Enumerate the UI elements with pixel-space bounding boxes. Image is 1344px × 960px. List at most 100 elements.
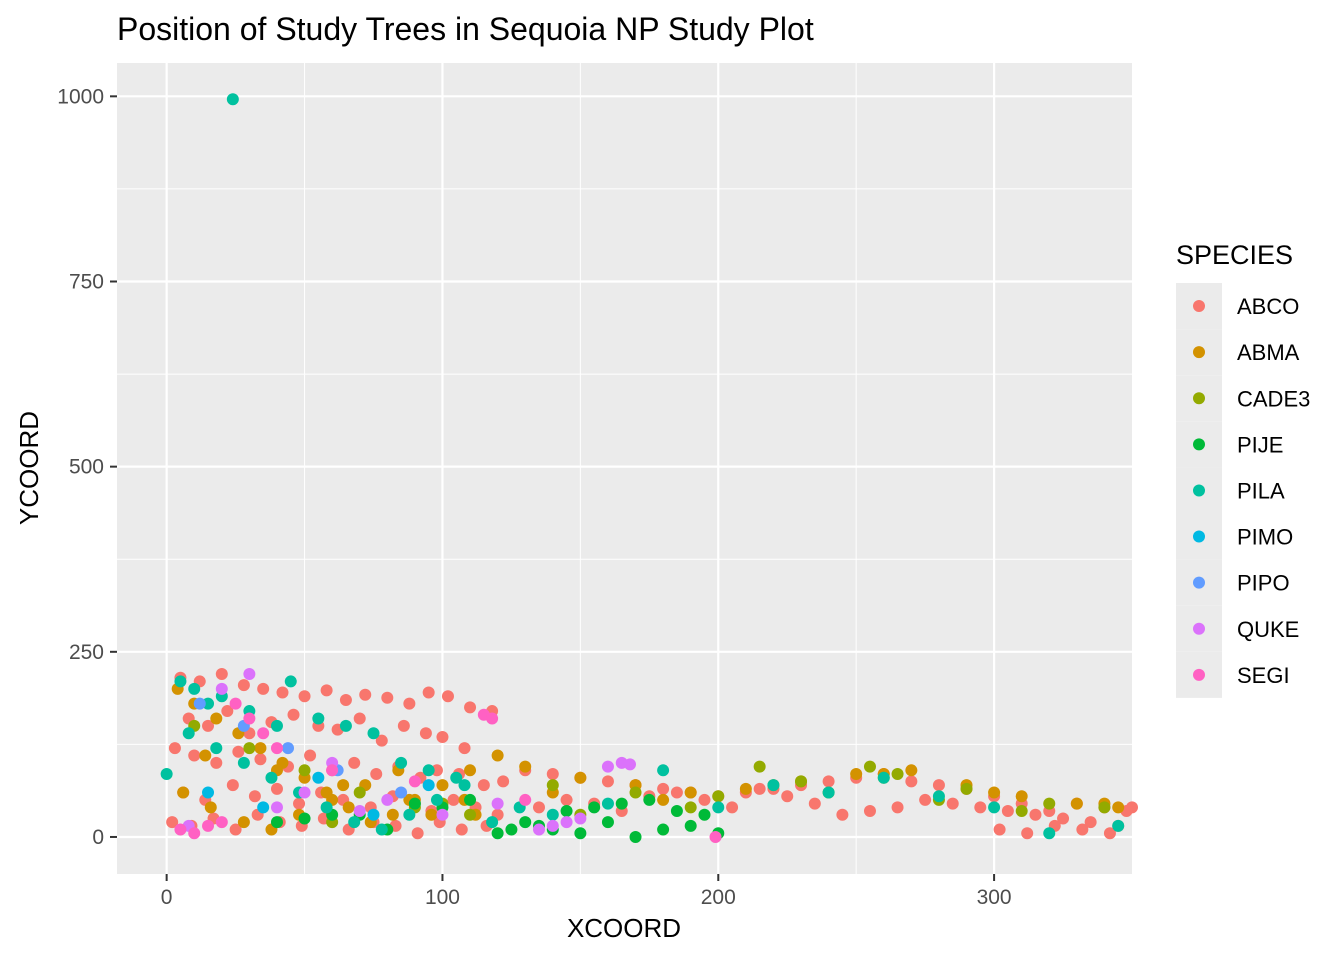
point-segi [326,764,339,777]
point-pije [643,793,656,806]
point-abco [166,816,179,829]
point-pila [822,786,835,799]
point-pije [505,823,518,836]
point-segi [229,697,242,710]
point-pila [312,712,325,725]
point-abma [254,742,267,755]
point-abma [464,764,477,777]
point-abma [905,764,918,777]
point-abco [822,775,835,788]
point-abma [237,816,250,829]
legend-label: ABCO [1237,294,1299,319]
point-pije [270,816,283,829]
point-segi [270,742,283,755]
point-segi [486,712,499,725]
legend-swatch [1193,668,1205,681]
point-abma [425,808,438,821]
point-abco [477,779,490,792]
point-pipo [193,697,206,710]
point-quke [601,760,614,773]
point-abco [436,730,449,743]
point-segi [257,727,270,740]
point-quke [624,758,637,771]
point-pila [237,756,250,769]
point-segi [188,827,201,840]
x-axis-title: XCOORD [567,913,681,943]
point-pila [174,675,187,688]
point-pije [464,793,477,806]
point-segi [408,775,421,788]
point-abco [657,782,670,795]
point-abco [441,690,454,703]
point-pila [348,816,361,829]
point-abma [1112,801,1125,814]
legend-swatch [1193,392,1205,405]
point-pila [1112,819,1125,832]
point-segi [243,712,256,725]
y-tick-label: 1000 [57,85,104,108]
point-abma [684,786,697,799]
point-pije [684,819,697,832]
point-abco [168,742,181,755]
point-pila [188,682,201,695]
point-pije [588,801,601,814]
point-abma [199,749,212,762]
point-abma [988,786,1001,799]
point-abco [670,786,683,799]
point-abma [204,801,217,814]
point-pila [226,93,239,106]
point-cade3 [546,779,559,792]
point-pije [298,812,311,825]
point-cade3 [863,760,876,773]
series-pipo [193,697,408,799]
point-abma [1070,797,1083,810]
point-pila [339,719,352,732]
point-quke [436,808,449,821]
point-abco [891,801,904,814]
point-abco [221,705,234,718]
legend-label: PIPO [1237,571,1290,596]
point-abco [293,797,306,810]
legend-swatch [1193,484,1205,497]
point-pila [265,771,278,784]
point-abco [229,823,242,836]
point-abma [342,801,355,814]
point-pila [284,675,297,688]
point-pila [210,742,223,755]
point-abco [497,775,510,788]
point-abma [519,760,532,773]
point-pila [450,771,463,784]
point-abco [210,756,223,769]
point-cade3 [1043,797,1056,810]
point-abco [270,782,283,795]
legend-swatch [1193,438,1205,451]
point-pimo [367,808,380,821]
legend-swatch [1193,346,1205,359]
point-abco [215,668,228,681]
point-abco [237,679,250,692]
point-pipo [282,742,295,755]
point-pila [160,768,173,781]
point-abma [850,768,863,781]
point-abma [574,771,587,784]
point-quke [243,668,256,681]
point-abma [1015,790,1028,803]
point-abma [337,779,350,792]
point-pila [601,797,614,810]
grid-major [117,63,1132,874]
point-pije [615,797,628,810]
point-abco [932,779,945,792]
point-abma [210,712,223,725]
point-quke [215,682,228,695]
point-abco [993,823,1006,836]
point-pila [422,764,435,777]
series-abma [171,682,1125,836]
y-tick-label: 750 [69,270,104,293]
point-pila [877,771,890,784]
point-pimo [312,771,325,784]
series-segi [174,697,722,843]
point-segi [215,816,228,829]
point-pila [430,793,443,806]
point-pila [712,801,725,814]
point-pila [367,727,380,740]
